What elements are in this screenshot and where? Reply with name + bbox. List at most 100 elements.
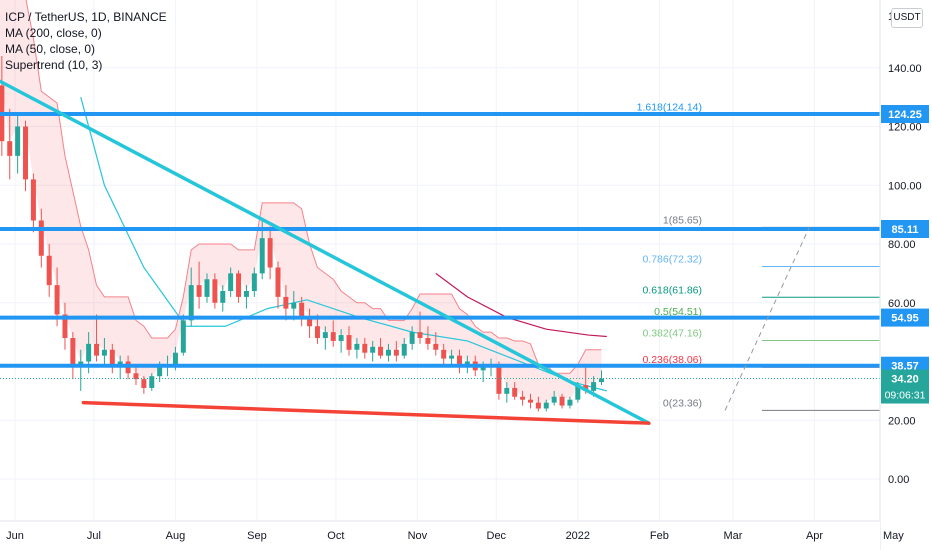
y-tick-label: 60.00 <box>888 298 916 310</box>
indicator-supertrend[interactable]: Supertrend (10, 3) <box>5 58 103 72</box>
candle[interactable] <box>362 338 368 359</box>
candle[interactable] <box>267 226 273 280</box>
plot-area[interactable]: 1.618(124.14) 1(85.65) 0.786(72.32) 0.618(6… <box>0 0 880 425</box>
candle-body <box>38 220 44 256</box>
candle-body <box>62 314 68 338</box>
candle[interactable] <box>101 338 107 368</box>
candle[interactable] <box>251 267 257 297</box>
candle[interactable] <box>338 329 344 353</box>
candle[interactable] <box>109 343 115 374</box>
indicator-ma50[interactable]: MA (50, close, 0) <box>5 42 96 56</box>
candle-body <box>149 376 155 388</box>
candle-body <box>346 335 352 350</box>
time-axis-bg <box>0 521 880 550</box>
candle[interactable] <box>283 285 289 321</box>
y-tick-label: 140.00 <box>888 63 922 75</box>
candle-body <box>385 349 391 356</box>
candle-body <box>30 179 36 221</box>
x-tick-label: Jun <box>6 530 24 542</box>
candle[interactable] <box>38 208 44 268</box>
price-tag-label: 124.25 <box>888 109 922 121</box>
candle[interactable] <box>180 314 186 356</box>
x-tick-label: 2022 <box>566 530 590 542</box>
candle[interactable] <box>527 393 533 409</box>
fib-label: 0.236(38.06) <box>642 354 702 366</box>
candle[interactable] <box>291 291 297 321</box>
candle[interactable] <box>504 382 510 403</box>
candle[interactable] <box>385 343 391 362</box>
candle[interactable] <box>543 399 549 412</box>
candle-body <box>520 396 526 400</box>
candle[interactable] <box>204 273 210 303</box>
descending-resistance[interactable] <box>0 79 651 425</box>
candle[interactable] <box>228 267 234 297</box>
candle[interactable] <box>212 273 218 309</box>
candle-body <box>141 379 147 388</box>
candle[interactable] <box>346 326 352 356</box>
support-line[interactable] <box>81 400 651 425</box>
candle-body <box>291 302 297 309</box>
candle[interactable] <box>196 261 202 309</box>
supertrend-band <box>0 0 602 403</box>
candle[interactable] <box>220 285 226 312</box>
candle-body <box>401 343 407 356</box>
symbol-title[interactable]: ICP / TetherUS, 1D, BINANCE <box>5 10 167 24</box>
fib-label: 0.786(72.32) <box>642 254 702 266</box>
candle-body <box>172 352 178 365</box>
currency-button[interactable]: USDT <box>891 8 923 28</box>
candle-body <box>101 349 107 356</box>
candle[interactable] <box>7 108 13 180</box>
candle-body <box>54 285 60 315</box>
candle[interactable] <box>598 370 604 385</box>
price-tag <box>881 219 929 238</box>
candle[interactable] <box>393 340 399 362</box>
supertrend-line <box>25 0 602 374</box>
candle[interactable] <box>46 244 52 297</box>
candle[interactable] <box>551 390 557 406</box>
candle[interactable] <box>94 314 100 362</box>
candle[interactable] <box>535 396 541 412</box>
projection-line[interactable] <box>724 227 810 411</box>
candle[interactable] <box>15 114 21 174</box>
candle[interactable] <box>133 367 139 385</box>
candle[interactable] <box>322 326 328 350</box>
candle[interactable] <box>425 326 431 350</box>
x-tick-label: May <box>883 530 904 542</box>
y-tick-label: 20.00 <box>888 415 916 427</box>
candle[interactable] <box>62 302 68 350</box>
candle[interactable] <box>401 338 407 359</box>
candle[interactable] <box>433 332 439 356</box>
candle-body <box>157 367 163 377</box>
candle[interactable] <box>236 270 242 303</box>
candle-body <box>94 343 100 356</box>
candle[interactable] <box>559 393 565 409</box>
candle[interactable] <box>307 308 313 338</box>
candle[interactable] <box>441 343 447 365</box>
candle[interactable] <box>409 326 415 350</box>
candle-body <box>591 382 597 391</box>
candle[interactable] <box>70 332 76 380</box>
indicator-ma200[interactable]: MA (200, close, 0) <box>5 26 102 40</box>
candle[interactable] <box>141 376 147 394</box>
candle[interactable] <box>330 320 336 347</box>
x-tick-label: Aug <box>166 530 186 542</box>
candle[interactable] <box>370 340 376 362</box>
price-tag-label: 85.11 <box>892 224 919 236</box>
x-tick-label: Feb <box>650 530 669 542</box>
candle[interactable] <box>275 261 281 309</box>
candle[interactable] <box>354 338 360 359</box>
candle[interactable] <box>520 390 526 406</box>
candle[interactable] <box>30 173 36 233</box>
candle-body <box>512 387 518 397</box>
candle[interactable] <box>23 120 29 192</box>
candle[interactable] <box>149 373 155 391</box>
candle[interactable] <box>567 396 573 409</box>
candle[interactable] <box>496 361 502 400</box>
candle[interactable] <box>456 349 462 374</box>
candle[interactable] <box>512 382 518 400</box>
candle[interactable] <box>243 285 249 309</box>
price-tag <box>881 308 929 327</box>
candle[interactable] <box>378 338 384 359</box>
candle[interactable] <box>299 296 305 327</box>
